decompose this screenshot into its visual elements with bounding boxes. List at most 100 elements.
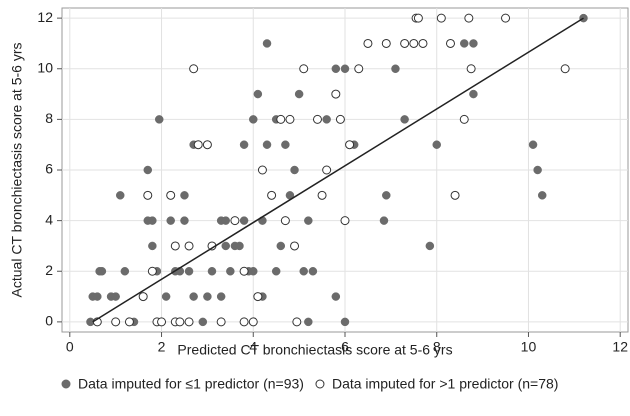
data-point xyxy=(331,64,341,73)
data-point xyxy=(180,216,189,225)
data-point xyxy=(116,191,125,200)
fit-line xyxy=(92,17,584,323)
data-point xyxy=(280,216,290,226)
data-point xyxy=(460,39,469,48)
data-point xyxy=(299,267,308,276)
data-point xyxy=(157,317,167,327)
data-point xyxy=(120,267,130,276)
x-axis-title: Predicted CT bronchiectasis score at 5-6… xyxy=(177,342,452,358)
data-point xyxy=(354,64,364,74)
data-point xyxy=(304,216,313,225)
legend-label: Data imputed for >1 predictor (n=78) xyxy=(332,376,558,392)
x-tick-label: 12 xyxy=(612,339,628,355)
data-point xyxy=(271,267,281,276)
data-point xyxy=(340,216,350,226)
data-point xyxy=(239,317,249,327)
data-point xyxy=(308,267,318,276)
data-point xyxy=(459,114,469,124)
y-axis-title: Actual CT bronchiectasis score at 5-6 yr… xyxy=(9,43,25,298)
y-tick-label: 2 xyxy=(45,262,53,278)
x-tick-label: 2 xyxy=(158,339,166,355)
data-point xyxy=(93,292,102,301)
data-point xyxy=(285,114,295,124)
data-point xyxy=(184,267,194,276)
data-point xyxy=(331,292,341,301)
data-point xyxy=(161,292,171,301)
data-point xyxy=(469,39,478,48)
data-point xyxy=(97,267,107,276)
data-point xyxy=(382,191,391,200)
data-point xyxy=(124,317,134,327)
data-point xyxy=(166,190,176,200)
y-tick-label: 8 xyxy=(45,110,53,126)
data-point xyxy=(363,38,373,48)
data-point xyxy=(409,38,419,48)
data-point xyxy=(189,292,198,301)
data-point xyxy=(290,165,299,175)
data-point xyxy=(198,317,208,327)
data-point xyxy=(249,115,258,124)
data-point xyxy=(239,140,249,149)
data-point xyxy=(148,241,157,251)
data-point xyxy=(418,38,428,48)
data-point xyxy=(239,216,249,225)
data-point xyxy=(203,292,212,301)
data-point xyxy=(249,267,258,276)
data-point xyxy=(226,267,235,276)
data-point xyxy=(340,317,350,327)
x-tick-label: 0 xyxy=(66,339,74,355)
data-point xyxy=(267,190,277,200)
data-point xyxy=(317,190,327,200)
data-point xyxy=(257,165,267,175)
data-point xyxy=(216,292,226,301)
data-point xyxy=(143,165,153,175)
data-point xyxy=(175,317,185,327)
data-point xyxy=(184,317,194,327)
legend-marker xyxy=(61,379,71,389)
data-point xyxy=(290,241,300,251)
data-point xyxy=(432,140,441,149)
data-point xyxy=(533,165,542,175)
data-point xyxy=(184,241,194,251)
data-point xyxy=(469,89,478,99)
data-point xyxy=(304,317,313,327)
data-point xyxy=(322,165,332,175)
data-point xyxy=(221,241,230,251)
data-point xyxy=(143,190,153,200)
y-tick-label: 10 xyxy=(37,59,53,75)
data-point xyxy=(262,39,272,48)
data-point xyxy=(253,89,263,99)
data-point xyxy=(253,292,263,302)
data-point xyxy=(299,64,309,74)
y-tick-label: 6 xyxy=(45,161,53,177)
data-point xyxy=(111,317,121,327)
y-tick-label: 4 xyxy=(45,211,53,227)
data-point xyxy=(464,13,474,23)
data-point xyxy=(335,114,345,124)
data-point xyxy=(235,241,244,251)
y-tick-label: 0 xyxy=(45,313,53,329)
x-tick-label: 6 xyxy=(341,339,349,355)
data-point xyxy=(379,216,389,225)
data-point xyxy=(248,317,258,327)
data-point xyxy=(466,64,476,74)
data-point xyxy=(138,292,148,302)
data-point xyxy=(322,115,331,124)
data-point xyxy=(202,140,212,150)
data-point xyxy=(207,267,217,276)
data-point xyxy=(154,115,164,124)
data-point xyxy=(528,140,538,149)
x-tick-label: 10 xyxy=(521,339,537,355)
data-point xyxy=(262,140,272,149)
data-point xyxy=(180,191,189,200)
data-point xyxy=(340,64,350,73)
data-point xyxy=(189,64,199,74)
data-point xyxy=(294,89,304,99)
data-point xyxy=(436,13,446,23)
data-point xyxy=(230,216,240,226)
data-point xyxy=(276,114,286,124)
data-point xyxy=(281,140,290,149)
data-point xyxy=(312,114,322,124)
